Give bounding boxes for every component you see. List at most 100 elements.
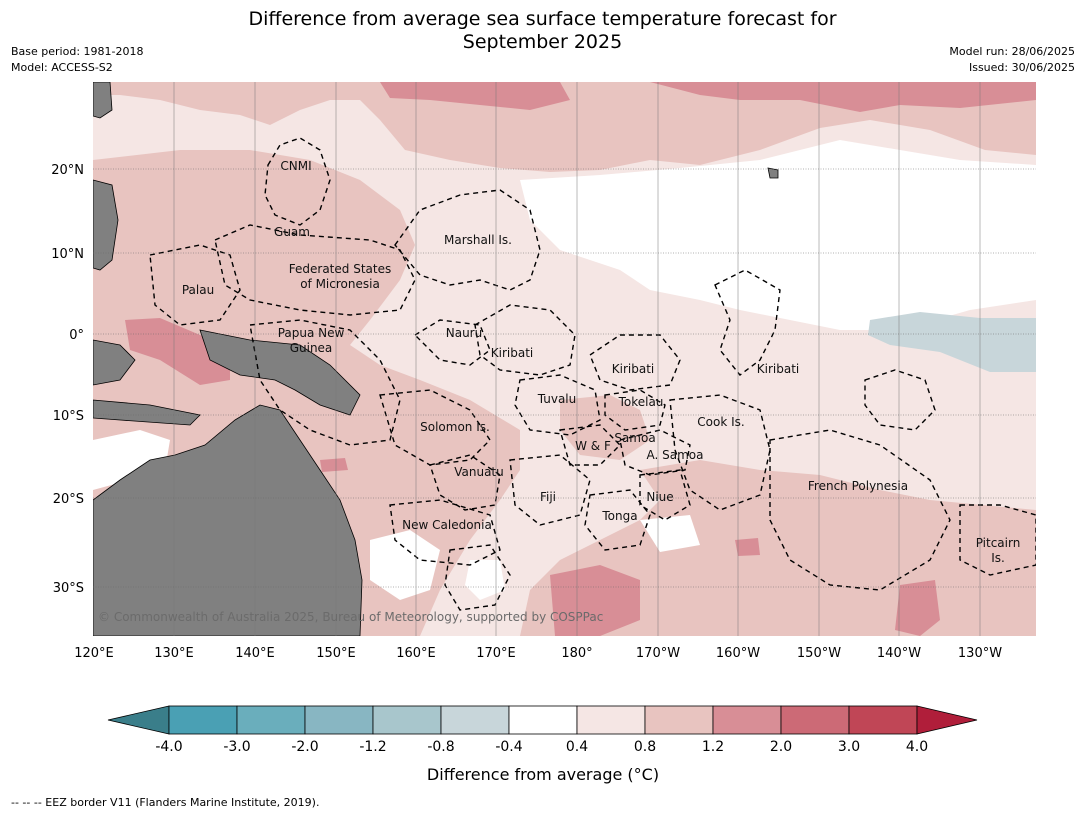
eez-tonga — [584, 489, 651, 551]
colorbar-tick-label: 1.2 — [702, 739, 724, 755]
lon-tick: 140°E — [235, 646, 275, 661]
label-kiribati-west: Kiribati — [491, 346, 533, 360]
lon-tick: 130°E — [154, 646, 194, 661]
colorbar-tick-label: 4.0 — [906, 739, 928, 755]
lon-tick: 170°E — [476, 646, 516, 661]
lon-tick: 150°W — [797, 646, 841, 661]
colorbar-over-arrow — [916, 705, 978, 735]
eez-fiji — [509, 454, 591, 526]
colorbar-bin — [168, 705, 238, 735]
hawaii-land — [767, 167, 779, 179]
colorbar-tick-label: -1.2 — [359, 739, 386, 755]
lat-tick: 20°N — [51, 163, 84, 178]
label-marshall: Marshall Is. — [444, 233, 512, 247]
label-png-line2: Guinea — [290, 341, 333, 355]
colorbar-bin — [576, 705, 646, 735]
eez-new-caledonia — [389, 499, 501, 566]
colorbar-tick-label: -0.8 — [427, 739, 454, 755]
lon-tick: 180° — [561, 646, 592, 661]
lat-gridlines — [93, 168, 1036, 588]
base-period: Base period: 1981-2018 — [11, 45, 144, 58]
lon-tick: 140°W — [877, 646, 921, 661]
eez-samoa — [619, 429, 691, 476]
colorbar-tick-label: -4.0 — [155, 739, 182, 755]
eez-norfolk — [444, 544, 511, 611]
lat-tick-labels: 20°N 10°N 0° 10°S 20°S 30°S — [51, 163, 84, 596]
eez-nauru — [413, 319, 491, 366]
lon-tick: 160°W — [716, 646, 760, 661]
label-nauru: Nauru — [446, 326, 482, 340]
lon-tick: 170°W — [636, 646, 680, 661]
label-solomon: Solomon Is. — [420, 420, 490, 434]
label-guam: Guam — [274, 225, 310, 239]
map-area: CNMI Guam Palau Federated States of Micr… — [93, 82, 1036, 636]
label-tokelau: Tokelau — [618, 395, 664, 409]
meta-left: Base period: 1981-2018 Model: ACCESS-S2 — [11, 44, 143, 76]
indonesia-land — [93, 339, 136, 386]
label-vanuatu: Vanuatu — [454, 465, 504, 479]
colorbar-title: Difference from average (°C) — [427, 765, 659, 784]
eez-palau — [149, 244, 241, 326]
label-fsm-line1: Federated States — [289, 262, 391, 276]
eez-tokelau — [604, 389, 666, 431]
colorbar-tick-labels: -4.0 -3.0 -2.0 -1.2 -0.8 -0.4 0.4 0.8 1.2 2.0 3.0 4… — [155, 739, 928, 755]
eez-kiribati-central — [589, 334, 681, 391]
lat-tick: 20°S — [53, 492, 84, 507]
lon-tick: 130°W — [958, 646, 1002, 661]
anomaly-neutral-tasman — [370, 530, 440, 600]
anomaly-cool-east-equatorial — [868, 312, 1036, 372]
eez-borders — [149, 137, 1036, 611]
issued-date: Issued: 30/06/2025 — [968, 61, 1075, 74]
title-line-1: Difference from average sea surface temp… — [248, 8, 837, 30]
eez-marshall — [394, 189, 541, 291]
anomaly-1.2-2.0-patch-2 — [735, 538, 760, 556]
colorbar-bin — [780, 705, 850, 735]
label-samoa: Samoa — [614, 431, 655, 445]
anomaly-1.2-2.0-north-2 — [650, 82, 1036, 112]
label-niue: Niue — [646, 490, 673, 504]
new-guinea-land — [199, 329, 361, 416]
anomaly-neutral-south — [465, 560, 505, 600]
colorbar-bin — [712, 705, 782, 735]
colorbar-bin — [848, 705, 918, 735]
colorbar-bin — [644, 705, 714, 735]
colorbar-tick-label: 2.0 — [770, 739, 792, 755]
colorbar-bins — [168, 705, 918, 735]
colorbar-tick-label: 0.4 — [566, 739, 588, 755]
colorbar-bin — [508, 705, 578, 735]
meta-right: Model run: 28/06/2025 Issued: 30/06/2025 — [949, 44, 1075, 76]
label-png-line1: Papua New — [278, 326, 345, 340]
lat-tick: 10°S — [53, 409, 84, 424]
title-line-2: September 2025 — [462, 31, 623, 53]
anomaly-1.2-2.0-south-1 — [550, 565, 640, 636]
colorbar: -4.0 -3.0 -2.0 -1.2 -0.8 -0.4 0.4 0.8 1.2 2.0 3.0 4… — [107, 705, 978, 784]
anomaly-neutral-central-pacific — [520, 140, 1036, 330]
eez-legend-text: -- -- -- EEZ border V11 (Flanders Marine… — [11, 796, 320, 809]
label-american-samoa: A. Samoa — [647, 448, 704, 462]
eez-wallis-futuna — [559, 424, 621, 466]
eez-marquesas — [864, 369, 936, 431]
label-tuvalu: Tuvalu — [537, 392, 577, 406]
colorbar-under-arrow — [107, 705, 170, 735]
map-title: Difference from average sea surface temp… — [0, 8, 1085, 54]
lat-tick: 0° — [69, 328, 84, 343]
anomaly-1.2-2.0-north-1 — [380, 82, 570, 110]
lon-tick: 150°E — [316, 646, 356, 661]
label-cnmi: CNMI — [280, 159, 311, 173]
colorbar-tick-label: -0.4 — [495, 739, 522, 755]
philippines-land — [93, 179, 119, 271]
anomaly-1.2-2.0-south-2 — [895, 580, 940, 636]
eez-fsm — [214, 224, 416, 316]
anomaly-1.2-2.0-indonesia — [125, 318, 230, 385]
label-pitcairn-line1: Pitcairn — [976, 536, 1021, 550]
colorbar-bin — [440, 705, 510, 735]
model-name: Model: ACCESS-S2 — [11, 61, 113, 74]
label-wallis-futuna: W & F — [575, 439, 611, 453]
anomaly-0.8-1.2-central — [560, 395, 650, 460]
australia-land — [93, 404, 363, 636]
anomaly-0.8-1.2-north — [93, 82, 1036, 172]
lon-gridlines — [173, 82, 981, 636]
colorbar-bin — [304, 705, 374, 735]
lat-tick: 30°S — [53, 581, 84, 596]
